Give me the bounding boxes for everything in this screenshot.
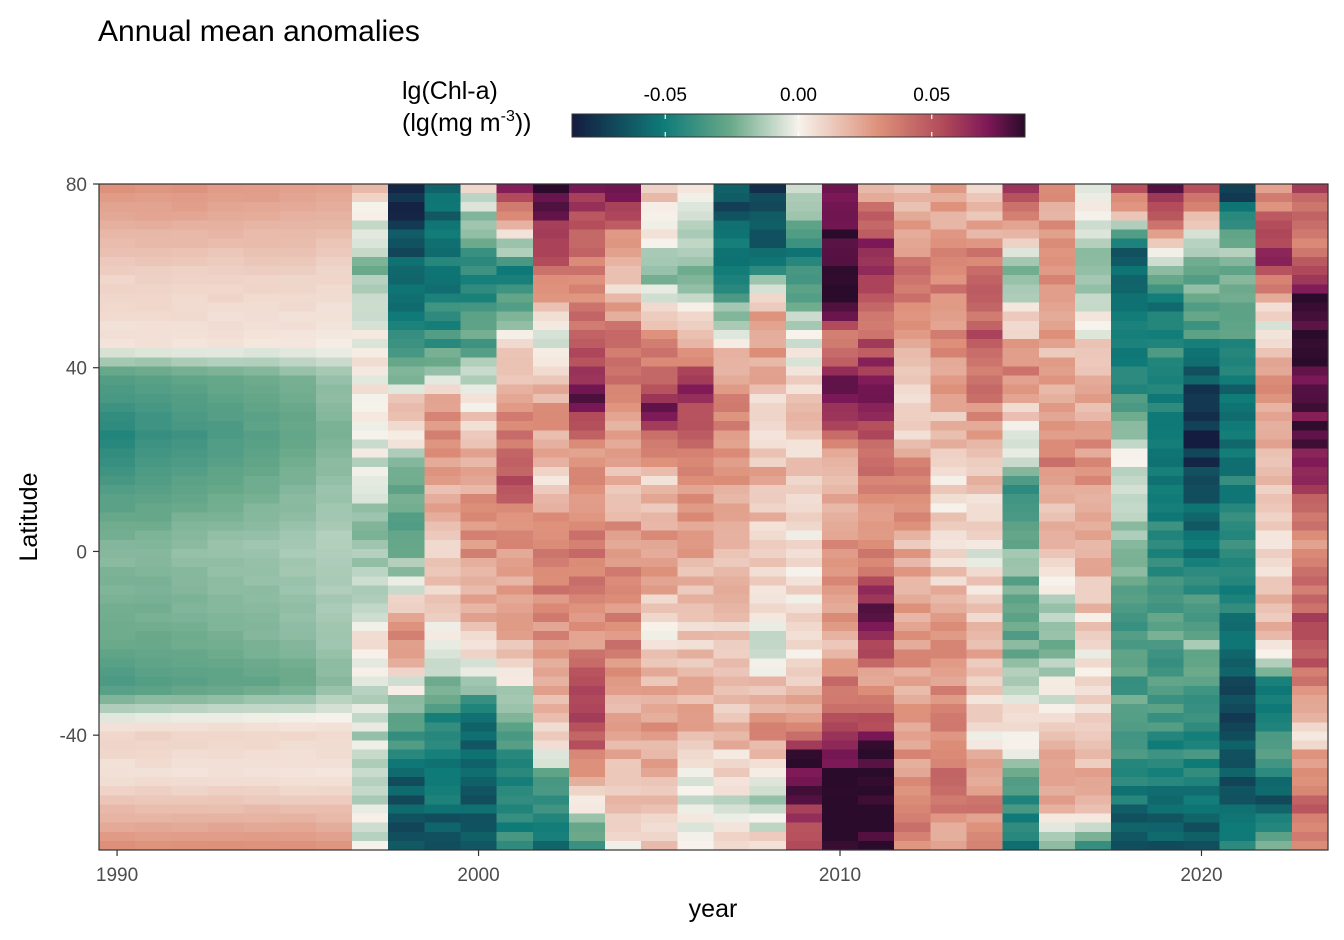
y-axis: 80 40 0 -40 [60, 175, 99, 747]
y-tick-label: 0 [76, 542, 87, 563]
y-axis-label: Latitude [15, 473, 43, 562]
heatmap-raster [99, 184, 1328, 850]
x-tick-label: 2010 [819, 865, 861, 886]
legend-tick-label: 0.05 [913, 85, 950, 106]
chart-title: Annual mean anomalies [98, 15, 420, 48]
legend-ticks: -0.05 0.00 0.05 [571, 85, 1026, 138]
legend-title-line1: lg(Chl-a) [402, 77, 498, 105]
x-axis-label: year [689, 895, 738, 923]
x-tick-label: 2000 [457, 865, 499, 886]
legend-frame [571, 113, 1026, 138]
legend-tick-label: -0.05 [644, 85, 687, 106]
x-tick-label: 2020 [1180, 865, 1222, 886]
x-axis: 1990 2000 2010 2020 [96, 850, 1223, 886]
y-tick-label: 40 [66, 359, 87, 380]
y-tick-label: -40 [60, 726, 87, 747]
x-tick-label: 1990 [96, 865, 138, 886]
colorbar-gradient [572, 114, 1025, 137]
legend-tick-label: 0.00 [780, 85, 817, 106]
legend-title-line2: (lg(mg m-3)) [402, 108, 532, 137]
plot-panel-border [98, 183, 1329, 851]
y-tick-label: 80 [66, 175, 87, 196]
